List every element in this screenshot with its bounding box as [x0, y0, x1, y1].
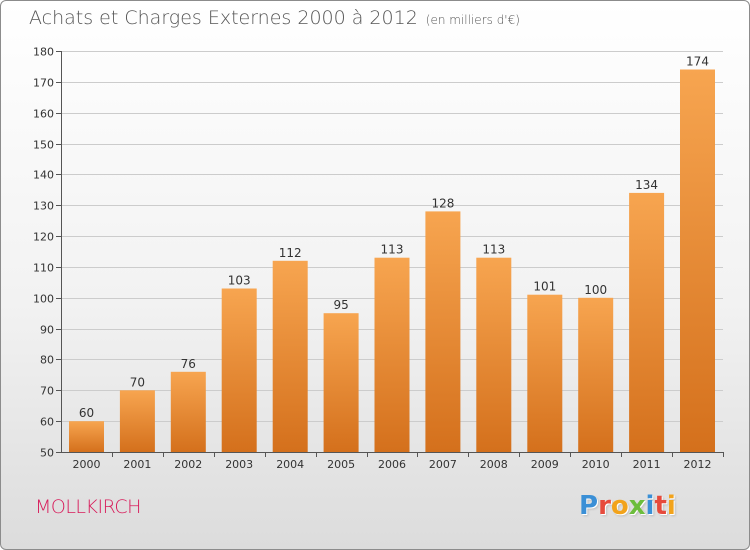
bar-2000 — [69, 421, 104, 452]
y-tick-label-70: 70 — [40, 385, 54, 398]
data-label-2004: 112 — [279, 246, 302, 260]
bar-2002 — [170, 371, 206, 452]
x-tick-label-2011: 2011 — [633, 458, 661, 471]
y-tick-label-90: 90 — [40, 324, 54, 337]
bar-2011 — [629, 192, 665, 452]
y-tick-label-160: 160 — [33, 108, 54, 121]
data-label-2007: 128 — [431, 196, 454, 210]
chart-unit: (en milliers d'€) — [425, 13, 520, 27]
proxiti-logo: Proxiti — [579, 491, 676, 525]
data-label-2011: 134 — [635, 178, 658, 192]
bar-2007 — [425, 211, 461, 452]
x-tick-label-2001: 2001 — [123, 458, 151, 471]
x-tick-label-2008: 2008 — [480, 458, 508, 471]
bar-2004 — [272, 260, 308, 452]
logo-letter-5: t — [654, 491, 667, 521]
data-label-2001: 70 — [130, 375, 145, 389]
bars — [69, 69, 715, 452]
x-tick-label-2005: 2005 — [327, 458, 355, 471]
logo-letter-2: o — [610, 491, 629, 521]
bar-2010 — [578, 297, 614, 452]
x-tick-label-2010: 2010 — [582, 458, 610, 471]
data-label-2009: 101 — [533, 280, 556, 294]
bar-2012 — [680, 69, 715, 452]
y-tick-label-60: 60 — [40, 416, 54, 429]
chart-title-text: Achats et Charges Externes 2000 à 2012 — [29, 7, 418, 29]
data-label-2003: 103 — [228, 274, 251, 288]
bar-2005 — [323, 313, 359, 452]
bar-2001 — [119, 390, 155, 452]
logo-letter-3: x — [628, 491, 646, 521]
chart-title: Achats et Charges Externes 2000 à 2012 (e… — [29, 7, 520, 29]
y-tick-label-50: 50 — [40, 447, 54, 460]
y-tick-label-120: 120 — [33, 231, 54, 244]
data-label-2006: 113 — [381, 243, 404, 257]
y-tick-label-110: 110 — [33, 262, 54, 275]
axes: 50 60 70 80 90 100 110 120 130 140 150 160 170 180 200… — [33, 46, 724, 471]
x-tick-label-2003: 2003 — [225, 458, 253, 471]
x-tick-label-2006: 2006 — [378, 458, 406, 471]
data-label-2008: 113 — [482, 243, 505, 257]
y-tick-label-150: 150 — [33, 139, 54, 152]
y-tick-label-100: 100 — [33, 293, 54, 306]
data-labels: 60 70 76 103 112 95 113 128 113 101 100 134 174 — [79, 55, 709, 421]
y-tick-label-80: 80 — [40, 354, 54, 367]
data-label-2005: 95 — [333, 298, 348, 312]
y-tick-label-130: 130 — [33, 200, 54, 213]
data-label-2012: 174 — [686, 55, 709, 69]
bar-2009 — [527, 294, 563, 452]
data-label-2002: 76 — [181, 357, 196, 371]
logo-letter-4: i — [645, 491, 655, 521]
x-tick-label-2000: 2000 — [73, 458, 101, 471]
y-tick-label-170: 170 — [33, 77, 54, 90]
data-label-2010: 100 — [584, 283, 607, 297]
y-tick-label-180: 180 — [33, 46, 54, 59]
x-tick-label-2012: 2012 — [684, 458, 712, 471]
bar-2003 — [221, 288, 257, 452]
logo-letter-1: r — [598, 491, 611, 521]
y-tick-label-140: 140 — [33, 169, 54, 182]
bar-2008 — [476, 257, 512, 452]
x-tick-label-2007: 2007 — [429, 458, 457, 471]
logo-letter-6: i — [666, 491, 676, 521]
x-tick-label-2009: 2009 — [531, 458, 559, 471]
x-tick-label-2004: 2004 — [276, 458, 304, 471]
logo-letter-0: P — [579, 491, 599, 521]
data-label-2000: 60 — [79, 406, 94, 420]
bar-2006 — [374, 257, 410, 452]
commune-name: MOLLKIRCH — [35, 496, 141, 518]
x-tick-label-2002: 2002 — [174, 458, 202, 471]
